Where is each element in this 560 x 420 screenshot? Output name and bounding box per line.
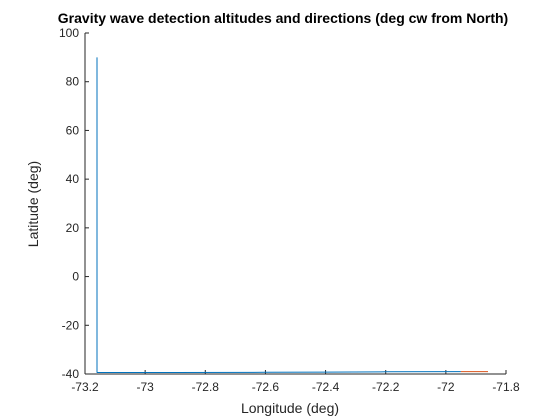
plot-area: -73.2 -73 -72.8 -72.6 -72.4 -72.2 -72 -71.8 -40…: [59, 26, 520, 394]
x-tick-label: -73: [136, 380, 154, 394]
y-tick-label: 20: [66, 221, 80, 235]
y-tick-label: 60: [66, 123, 80, 137]
x-tick-label: -72: [437, 380, 455, 394]
chart-title: Gravity wave detection altitudes and dir…: [58, 10, 508, 26]
y-axis-ticks: -40 -20 0 20 40 60 80 100: [59, 26, 89, 381]
x-tick-label: -73.2: [71, 380, 99, 394]
x-tick-label: -71.8: [492, 380, 520, 394]
x-tick-label: -72.2: [372, 380, 400, 394]
y-axis-label: Latitude (deg): [25, 161, 41, 247]
y-tick-label: -40: [62, 367, 80, 381]
x-tick-label: -72.6: [252, 380, 280, 394]
y-tick-label: 0: [72, 270, 79, 284]
x-axis-label: Longitude (deg): [241, 400, 339, 416]
x-tick-label: -72.4: [312, 380, 340, 394]
y-tick-label: 40: [66, 172, 80, 186]
y-tick-label: -20: [62, 318, 80, 332]
series-line-1: [96, 57, 461, 373]
data-series: [96, 57, 488, 373]
y-tick-label: 100: [59, 26, 79, 40]
y-tick-label: 80: [66, 75, 80, 89]
x-axis-ticks: -73.2 -73 -72.8 -72.6 -72.4 -72.2 -72 -71.8: [71, 370, 520, 394]
x-tick-label: -72.8: [192, 380, 220, 394]
